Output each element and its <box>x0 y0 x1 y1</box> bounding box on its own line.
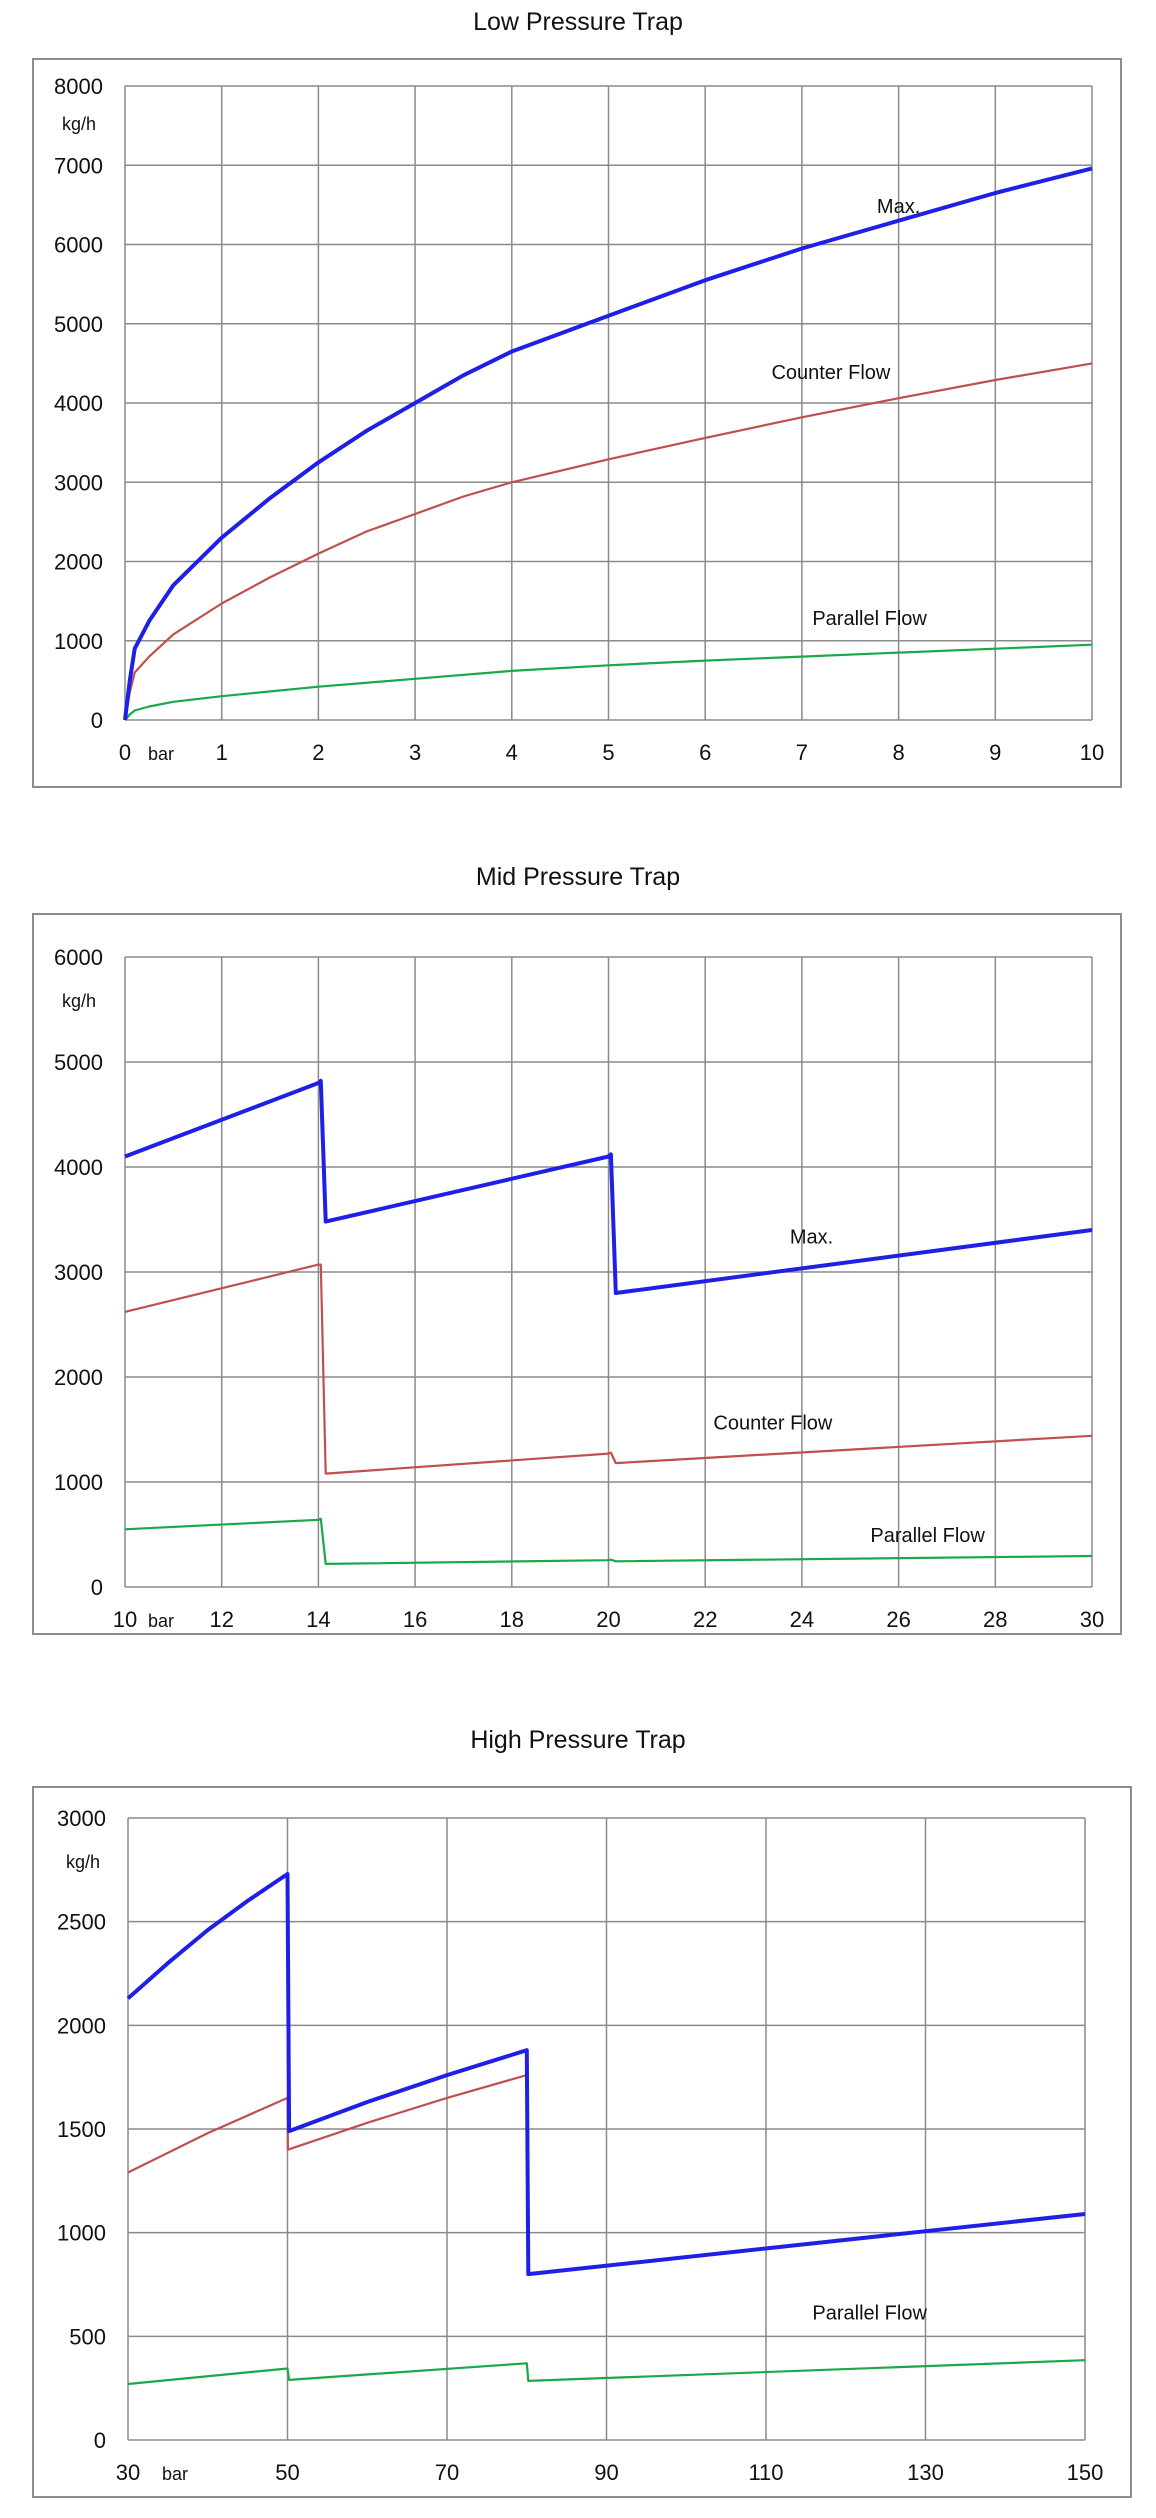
y-tick-label: 2500 <box>57 1910 106 1935</box>
series-annotation: Parallel Flow <box>812 2303 927 2325</box>
series-line-max <box>123 166 1093 721</box>
series-line-max <box>126 1872 1086 2277</box>
plot-area: 0 1 2 3 4 5 6 7 8 9 10 0 1000 2000 3000 4000 5000 6000 700… <box>54 74 1104 765</box>
chart-low-pressure: Low Pressure Trap 0 1 2 3 4 5 6 7 8 9 10 0 1000 2000 3… <box>0 0 1156 820</box>
x-tick-label: 110 <box>748 2460 783 2485</box>
chart-title: Low Pressure Trap <box>473 8 683 36</box>
y-unit-label: kg/h <box>62 991 96 1011</box>
plot-area: 10 12 14 16 18 20 22 24 26 28 30 0 1000 2000 3000 4000 5… <box>54 945 1104 1632</box>
y-tick-label: 2000 <box>54 1365 103 1390</box>
x-tick-label: 20 <box>596 1607 620 1632</box>
x-tick-label: 70 <box>435 2460 459 2485</box>
chart-frame <box>32 913 1122 1635</box>
series-line-counter-flow <box>127 2074 528 2174</box>
x-tick-label: 8 <box>892 740 904 765</box>
y-tick-label: 1500 <box>57 2117 106 2142</box>
series-line-max <box>124 1078 1093 1295</box>
y-tick-label: 7000 <box>54 153 103 178</box>
series-annotation: Counter Flow <box>713 1413 832 1435</box>
x-tick-label: 30 <box>116 2460 140 2485</box>
x-tick-label: 14 <box>306 1607 330 1632</box>
series-line-parallel-flow <box>124 1517 1093 1566</box>
x-tick-label: 50 <box>275 2460 299 2485</box>
x-unit-label: bar <box>148 744 174 764</box>
x-tick-label: 4 <box>506 740 518 765</box>
y-tick-label: 0 <box>94 2428 106 2453</box>
x-tick-label: 3 <box>409 740 421 765</box>
y-tick-label: 1000 <box>54 1470 103 1495</box>
y-tick-label: 1000 <box>54 629 103 654</box>
chart-mid-pressure: Mid Pressure Trap 10 12 14 16 18 20 22 24 26 28 30… <box>0 855 1156 1675</box>
y-tick-label: 0 <box>91 708 103 733</box>
x-tick-label: 18 <box>500 1607 524 1632</box>
x-unit-label: bar <box>148 1611 174 1631</box>
y-tick-label: 5000 <box>54 1050 103 1075</box>
y-tick-label: 6000 <box>54 233 103 258</box>
x-tick-label: 150 <box>1067 2460 1104 2485</box>
x-tick-label: 28 <box>983 1607 1007 1632</box>
x-tick-label: 12 <box>209 1607 233 1632</box>
x-tick-label: 2 <box>312 740 324 765</box>
y-unit-label: kg/h <box>62 114 96 134</box>
x-tick-label: 7 <box>796 740 808 765</box>
series-annotation: Max. <box>877 196 920 218</box>
y-tick-label: 0 <box>91 1575 103 1600</box>
series-line-counter-flow <box>124 1263 1093 1475</box>
x-tick-label: 130 <box>907 2460 944 2485</box>
y-tick-label: 3000 <box>54 1260 103 1285</box>
y-tick-label: 2000 <box>54 550 103 575</box>
x-tick-label: 9 <box>989 740 1001 765</box>
chart-high-pressure: High Pressure Trap 30 50 70 90 110 130 150 0 500… <box>0 1718 1156 2518</box>
series-line-parallel-flow <box>127 2359 1086 2386</box>
y-tick-label: 8000 <box>54 74 103 99</box>
x-tick-label: 1 <box>216 740 228 765</box>
x-tick-label: 22 <box>693 1607 717 1632</box>
y-tick-label: 500 <box>69 2324 106 2349</box>
y-tick-label: 1000 <box>57 2221 106 2246</box>
y-tick-label: 6000 <box>54 945 103 970</box>
y-tick-label: 3000 <box>54 470 103 495</box>
x-tick-label: 90 <box>594 2460 618 2485</box>
x-tick-label: 6 <box>699 740 711 765</box>
y-tick-label: 4000 <box>54 391 103 416</box>
series-annotation: Parallel Flow <box>812 608 927 630</box>
series-line-counter-flow <box>123 362 1093 721</box>
x-tick-label: 10 <box>113 1607 137 1632</box>
x-tick-label: 5 <box>602 740 614 765</box>
y-tick-label: 2000 <box>57 2013 106 2038</box>
x-tick-label: 24 <box>790 1607 814 1632</box>
plot-area: 30 50 70 90 110 130 15005001000150020002500300… <box>57 1806 1104 2485</box>
series-annotation: Parallel Flow <box>870 1525 985 1547</box>
x-tick-label: 30 <box>1080 1607 1104 1632</box>
x-tick-label: 10 <box>1080 740 1104 765</box>
series-annotation: Max. <box>790 1227 833 1249</box>
x-tick-label: 0 <box>119 740 131 765</box>
series-line-parallel-flow <box>124 643 1093 721</box>
x-tick-label: 16 <box>403 1607 427 1632</box>
x-tick-label: 26 <box>886 1607 910 1632</box>
y-unit-label: kg/h <box>66 1852 100 1872</box>
x-unit-label: bar <box>162 2464 188 2484</box>
series-annotation: Counter Flow <box>771 362 890 384</box>
y-tick-label: 3000 <box>57 1806 106 1831</box>
y-tick-label: 4000 <box>54 1155 103 1180</box>
chart-title: High Pressure Trap <box>470 1726 686 1754</box>
chart-title: Mid Pressure Trap <box>475 863 681 891</box>
y-tick-label: 5000 <box>54 312 103 337</box>
